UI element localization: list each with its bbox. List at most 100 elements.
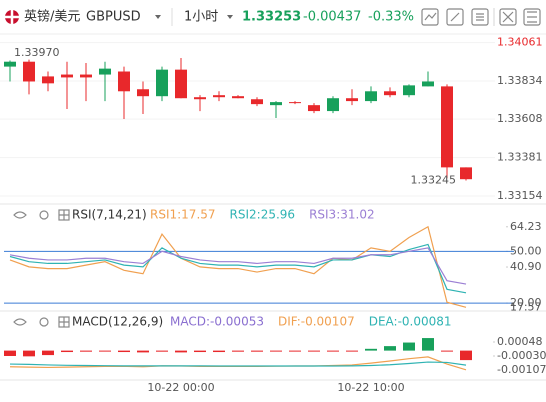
y-tick-label: 1.34061	[497, 36, 543, 49]
indicator-button[interactable]	[421, 8, 439, 26]
draw-icon	[450, 12, 460, 22]
low-marker: 1.33245	[411, 174, 457, 187]
fullscreen-button[interactable]	[499, 8, 517, 26]
macd-bar	[327, 350, 339, 352]
macd-bar	[156, 350, 168, 352]
macd-bar	[308, 350, 320, 352]
dropdown-arrow[interactable]	[227, 15, 233, 19]
fullscreen-icon	[502, 11, 514, 23]
macd-bar	[251, 350, 263, 352]
y-tick-label: 50.00	[510, 244, 542, 257]
macd-line	[9, 361, 467, 367]
macd-bar	[80, 350, 92, 352]
gear-icon[interactable]	[39, 317, 49, 327]
macd-bar	[4, 350, 16, 356]
change-pct: -0.33%	[368, 10, 414, 25]
rsi-title: RSI(7,14,21)	[72, 208, 147, 222]
candle-body	[4, 61, 16, 67]
candle-body	[156, 69, 168, 97]
candle-body	[232, 96, 244, 99]
y-tick-label: 40.90	[510, 260, 542, 273]
rsi-tools	[13, 209, 70, 221]
macd-tools	[13, 316, 70, 328]
macd-bar	[232, 350, 244, 352]
candle-body	[61, 74, 73, 78]
candle-body	[460, 167, 472, 180]
macd-bar	[118, 350, 130, 353]
macd-bar	[384, 346, 396, 351]
candle-body	[270, 102, 282, 106]
y-tick-label: 1.33608	[497, 112, 543, 125]
rsi-line	[9, 225, 467, 308]
macd-bar	[460, 350, 472, 361]
macd-bar	[137, 350, 149, 353]
macd-bar	[346, 350, 358, 352]
macd-bar	[213, 350, 225, 353]
y-tick-label: 64.23	[510, 220, 542, 233]
macd-bar	[61, 350, 73, 353]
y-tick-label: 1.33154	[497, 189, 543, 202]
candle-body	[118, 71, 130, 92]
candle-body	[213, 95, 225, 98]
candle-body	[23, 61, 35, 82]
candle-body	[137, 89, 149, 97]
macd-title: MACD(12,26,9)	[72, 315, 163, 329]
candle-body	[384, 91, 396, 96]
eye-icon[interactable]	[13, 211, 27, 219]
interval[interactable]: 1小时	[184, 10, 218, 25]
macd-bar	[99, 350, 111, 352]
rsi-line	[9, 247, 467, 285]
eye-icon[interactable]	[13, 318, 27, 326]
macd-bar	[422, 338, 434, 351]
gear-icon[interactable]	[39, 210, 49, 220]
macd-bar	[403, 342, 415, 351]
y-tick-label: 1.33834	[497, 74, 543, 87]
settings-icon	[476, 13, 484, 21]
draw-button[interactable]	[446, 8, 464, 26]
candle-body	[42, 76, 54, 84]
settings-button[interactable]	[471, 8, 489, 26]
candle-body	[99, 68, 111, 75]
macd-bar	[441, 350, 453, 352]
macd-bar	[42, 350, 54, 356]
price: 1.33253	[242, 10, 301, 25]
high-marker: 1.33970	[14, 46, 60, 59]
legend-entry: DEA:-0.00081	[369, 315, 452, 329]
macd-bar	[365, 348, 377, 351]
legend-entry: MACD:-0.00053	[170, 315, 264, 329]
candle-body	[403, 85, 415, 96]
more-icon	[527, 11, 537, 23]
legend-entry: RSI2:25.96	[230, 208, 296, 222]
more-button[interactable]	[523, 8, 541, 26]
candle-body	[422, 81, 434, 87]
flag-cross	[5, 10, 19, 24]
macd-bar	[23, 350, 35, 357]
macd-bar	[194, 350, 206, 353]
symbol[interactable]: GBPUSD	[86, 10, 141, 25]
candle-body	[175, 69, 187, 99]
y-tick-label: -0.00030	[497, 349, 546, 362]
toolbar	[421, 8, 541, 26]
value-tag: -0.00107	[497, 363, 546, 376]
y-tick-label: 0.00048	[497, 335, 543, 348]
x-tick-label: 10-22 00:00	[147, 381, 214, 394]
candle-body	[327, 98, 339, 112]
value-tag: 17.57	[510, 300, 542, 313]
expand-cross	[59, 210, 69, 220]
dropdown-arrow[interactable]	[155, 15, 161, 19]
candle-body	[308, 105, 320, 112]
candle-body	[80, 74, 92, 78]
expand-cross	[59, 317, 69, 327]
macd-bar	[289, 350, 301, 352]
legend-entry: RSI1:17.57	[150, 208, 216, 222]
candle-body	[251, 99, 263, 105]
candle-body	[365, 91, 377, 102]
candle-body	[346, 98, 358, 102]
macd-bar	[270, 350, 282, 352]
rsi-line	[9, 243, 467, 294]
candle-body	[441, 86, 453, 168]
indicator-icon	[424, 12, 437, 21]
